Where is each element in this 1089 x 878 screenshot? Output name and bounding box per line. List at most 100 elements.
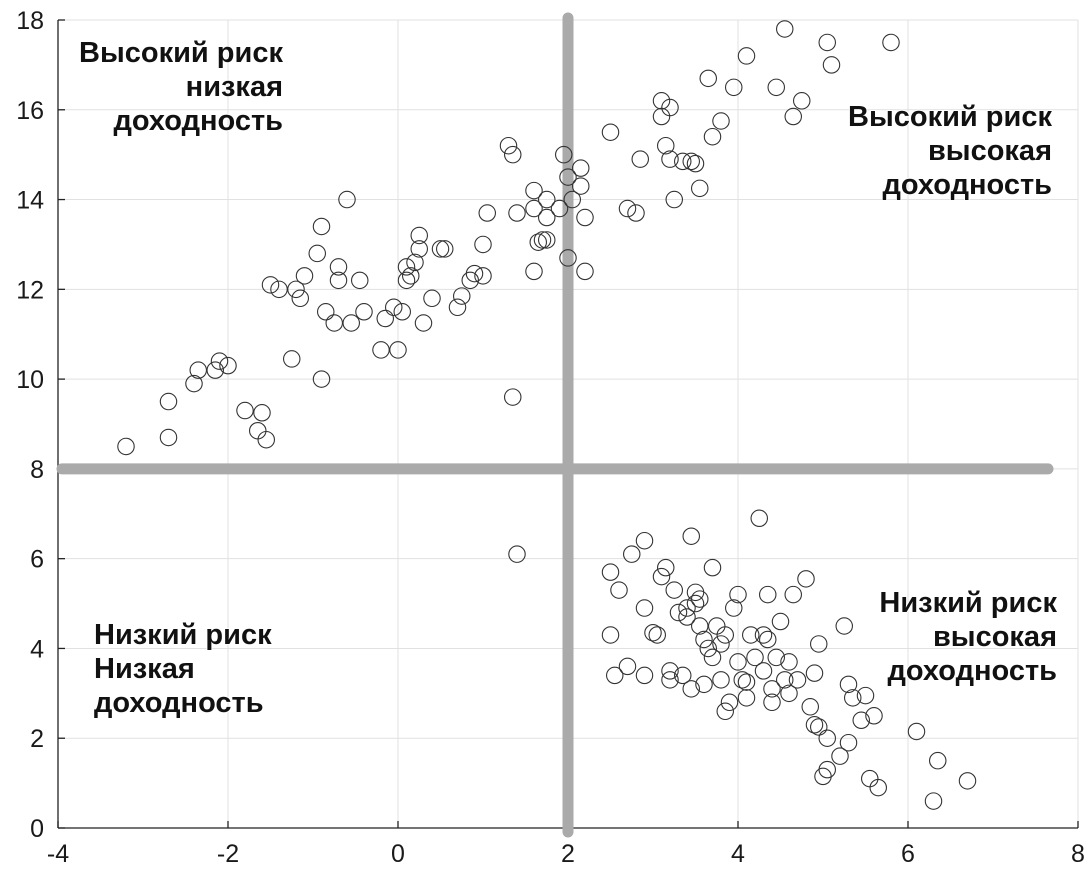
data-point — [257, 430, 275, 449]
data-point — [478, 204, 496, 222]
quadrant-labels: Высокий риск низкая доходность Высокий риск… — [78, 36, 1058, 720]
data-point — [605, 666, 624, 685]
data-point — [525, 199, 543, 218]
data-point — [703, 558, 722, 577]
data-point — [550, 199, 569, 218]
data-point — [410, 226, 428, 245]
data-point — [686, 594, 705, 613]
data-point — [338, 190, 356, 209]
data-point — [907, 722, 926, 741]
data-point — [656, 136, 675, 155]
data-point — [316, 303, 335, 321]
data-point — [308, 244, 326, 263]
quadrant-label-line: Низкая — [94, 653, 195, 685]
data-point — [733, 671, 751, 689]
quadrant-label-line: Низкий риск — [94, 619, 272, 651]
data-point — [852, 711, 870, 730]
data-point — [703, 127, 722, 146]
data-point — [788, 671, 807, 689]
y-tick-label: 8 — [30, 456, 44, 484]
data-point — [818, 760, 836, 779]
data-point — [665, 581, 683, 599]
data-point — [822, 56, 841, 74]
data-point — [503, 388, 522, 406]
data-point — [958, 772, 977, 790]
data-point — [270, 280, 288, 299]
data-point — [312, 217, 331, 236]
data-point — [797, 570, 815, 588]
data-point — [792, 92, 811, 110]
x-tick-label: 8 — [1071, 840, 1085, 868]
data-point — [665, 190, 683, 209]
data-point — [618, 199, 637, 218]
data-point — [716, 626, 734, 644]
data-point — [253, 404, 271, 422]
data-point — [882, 33, 900, 52]
data-point — [525, 262, 543, 281]
data-point — [690, 179, 709, 198]
x-tick-label: 6 — [901, 840, 915, 868]
quadrant-label-bottom-left: Низкий риск Низкая доходность — [94, 619, 272, 719]
data-point — [249, 421, 267, 440]
data-point — [236, 401, 254, 420]
data-point — [801, 698, 819, 716]
data-point — [784, 585, 802, 604]
data-point — [669, 603, 688, 622]
quadrant-label-line: высокая — [933, 621, 1057, 653]
data-point — [818, 33, 836, 52]
data-point — [525, 181, 543, 200]
data-point — [508, 545, 526, 563]
data-point — [831, 747, 849, 765]
quadrant-label-line: Высокий риск — [79, 37, 283, 69]
data-point — [291, 289, 309, 308]
data-point — [635, 666, 654, 685]
data-point — [601, 123, 620, 141]
data-point — [809, 718, 828, 736]
y-tick-label: 4 — [30, 635, 44, 663]
y-tick-label: 18 — [16, 7, 44, 35]
data-point — [839, 733, 858, 752]
data-point — [805, 664, 824, 682]
data-point — [435, 240, 454, 258]
data-point — [754, 662, 773, 680]
y-tick-label: 2 — [30, 725, 44, 753]
data-point — [397, 271, 416, 290]
quadrant-dividers — [56, 12, 1054, 838]
data-point — [686, 154, 705, 173]
data-point — [414, 314, 433, 332]
data-point — [261, 276, 280, 294]
quadrant-label-line: доходность — [887, 655, 1057, 687]
data-point — [724, 78, 743, 97]
data-point — [703, 648, 722, 667]
data-point — [661, 98, 679, 117]
quadrant-label-line: низкая — [186, 71, 283, 103]
x-tick-label: -2 — [217, 840, 239, 868]
data-point — [576, 262, 594, 281]
data-point — [712, 635, 730, 653]
data-point — [818, 729, 836, 747]
data-point — [809, 635, 828, 653]
data-point — [448, 298, 467, 317]
data-point — [533, 231, 552, 249]
data-point — [780, 653, 798, 671]
data-point — [775, 671, 794, 689]
data-point — [737, 673, 756, 691]
data-points — [117, 20, 977, 810]
quadrant-label-line: высокая — [928, 135, 1052, 167]
data-point — [869, 778, 887, 797]
data-point — [839, 675, 858, 694]
data-point — [763, 693, 781, 712]
data-point — [389, 341, 407, 359]
data-point — [724, 599, 743, 617]
data-point — [159, 392, 178, 411]
quadrant-label-line: доходность — [113, 105, 283, 137]
data-point — [355, 303, 373, 321]
data-point — [350, 271, 369, 290]
data-point — [635, 599, 654, 617]
data-point — [537, 208, 556, 227]
data-point — [295, 267, 314, 285]
data-point — [282, 350, 301, 368]
data-point — [571, 159, 590, 177]
data-point — [117, 437, 135, 456]
data-point — [729, 653, 747, 671]
